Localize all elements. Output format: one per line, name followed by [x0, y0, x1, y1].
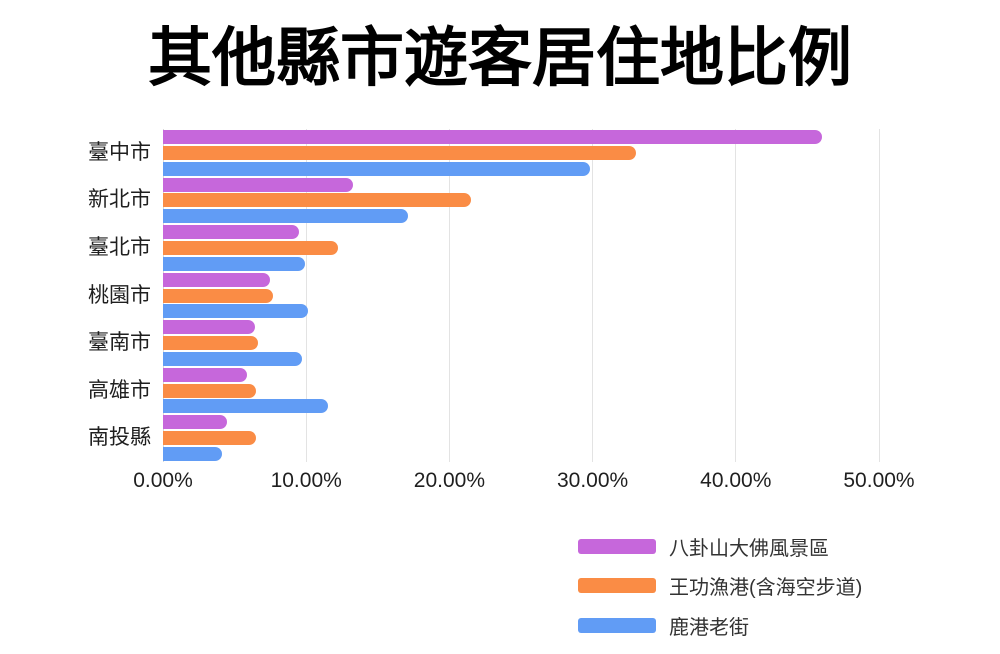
bar-series0-cat4 [163, 320, 255, 335]
x-axis-tick-label: 10.00% [270, 469, 342, 492]
legend-label: 鹿港老街 [669, 616, 749, 639]
gridline [305, 129, 307, 462]
bar-series2-cat1 [163, 209, 408, 224]
bar-series1-cat0 [163, 145, 636, 160]
y-axis-label: 南投縣 [88, 426, 151, 450]
bar-series2-cat2 [163, 256, 305, 271]
bar-series1-cat2 [163, 240, 338, 255]
x-axis-tick-label: 0.00% [133, 469, 193, 492]
x-axis-tick-label: 30.00% [556, 469, 629, 492]
bar-series0-cat0 [163, 129, 822, 144]
legend-swatch [578, 578, 656, 594]
bar-series1-cat1 [163, 193, 471, 208]
gridline [448, 129, 450, 462]
bar-series0-cat1 [163, 177, 354, 192]
gridline [878, 129, 880, 462]
bar-series0-cat5 [163, 367, 248, 382]
bar-series1-cat5 [163, 383, 257, 398]
y-axis-label: 新北市 [88, 188, 151, 212]
y-axis-label: 高雄市 [88, 378, 151, 402]
y-axis-label: 臺中市 [88, 140, 151, 164]
bar-series0-cat2 [163, 225, 300, 240]
gridline [592, 129, 594, 462]
x-axis-tick-label: 40.00% [700, 469, 772, 492]
x-axis-tick-label: 50.00% [843, 469, 915, 492]
x-axis-tick-label: 20.00% [413, 469, 486, 492]
legend-swatch [578, 617, 656, 633]
bar-series1-cat4 [163, 336, 258, 351]
legend-label: 八卦山大佛風景區 [669, 537, 829, 560]
bar-series1-cat3 [163, 288, 274, 303]
y-axis-label: 臺北市 [88, 235, 151, 259]
legend-item: 王功漁港(含海空步道) [578, 575, 862, 599]
legend-label: 王功漁港(含海空步道) [669, 577, 863, 600]
bar-series2-cat6 [163, 447, 222, 461]
bar-series2-cat4 [163, 351, 302, 366]
legend-swatch [578, 538, 656, 554]
bar-series0-cat3 [163, 272, 271, 287]
bar-series2-cat0 [163, 161, 590, 176]
bar-series2-cat5 [163, 399, 328, 414]
bar-series1-cat6 [163, 431, 257, 446]
gridline [735, 129, 737, 462]
bar-series0-cat6 [163, 415, 228, 430]
y-axis-label: 桃園市 [88, 283, 151, 307]
chart-title: 其他縣市遊客居住地比例 [148, 22, 852, 94]
bar-series2-cat3 [163, 304, 308, 319]
legend-item: 鹿港老街 [578, 614, 749, 639]
legend-item: 八卦山大佛風景區 [578, 535, 829, 560]
y-axis-label: 臺南市 [88, 331, 151, 355]
